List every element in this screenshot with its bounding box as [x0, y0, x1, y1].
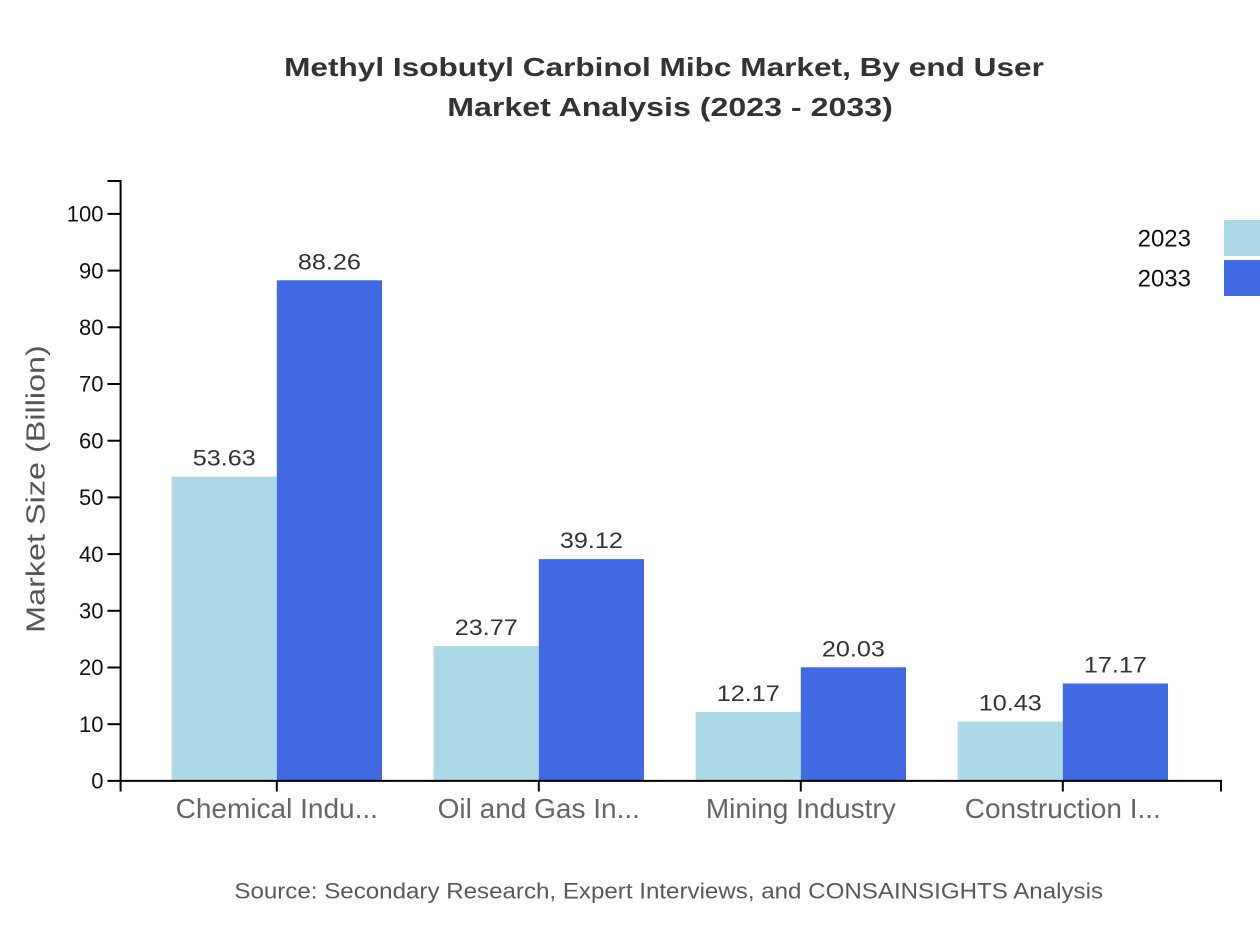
svg-text:17.17: 17.17	[1084, 654, 1147, 678]
svg-text:Chemical Indu...: Chemical Indu...	[176, 793, 378, 824]
svg-text:88.26: 88.26	[298, 251, 361, 275]
svg-text:53.63: 53.63	[193, 447, 256, 471]
svg-text:10.43: 10.43	[979, 692, 1042, 716]
svg-text:23.77: 23.77	[455, 616, 518, 640]
svg-text:50: 50	[79, 485, 103, 510]
svg-text:Oil and Gas In...: Oil and Gas In...	[438, 793, 640, 824]
svg-text:2033: 2033	[1138, 266, 1191, 293]
svg-text:90: 90	[79, 258, 103, 283]
svg-text:30: 30	[79, 599, 103, 624]
svg-text:Source: Secondary Research, Ex: Source: Secondary Research, Expert Inter…	[234, 878, 1103, 903]
svg-text:20.03: 20.03	[822, 638, 885, 662]
svg-text:40: 40	[79, 542, 103, 567]
svg-text:Construction I...: Construction I...	[965, 793, 1161, 824]
svg-text:39.12: 39.12	[560, 529, 623, 553]
svg-text:60: 60	[79, 428, 103, 453]
svg-text:12.17: 12.17	[717, 682, 780, 706]
svg-text:80: 80	[79, 315, 103, 340]
svg-text:Methyl Isobutyl Carbinol Mibc: Methyl Isobutyl Carbinol Mibc Market, By…	[284, 54, 1044, 83]
svg-text:20: 20	[79, 655, 103, 680]
svg-text:70: 70	[79, 372, 103, 397]
svg-text:Market Size (Billion): Market Size (Billion)	[21, 345, 50, 633]
svg-text:2023: 2023	[1138, 226, 1191, 253]
svg-text:Mining Industry: Mining Industry	[706, 793, 896, 824]
svg-text:0: 0	[91, 769, 103, 794]
svg-text:100: 100	[67, 202, 104, 227]
svg-text:10: 10	[79, 712, 103, 737]
svg-text:Market Analysis (2023 - 2033): Market Analysis (2023 - 2033)	[447, 94, 893, 122]
